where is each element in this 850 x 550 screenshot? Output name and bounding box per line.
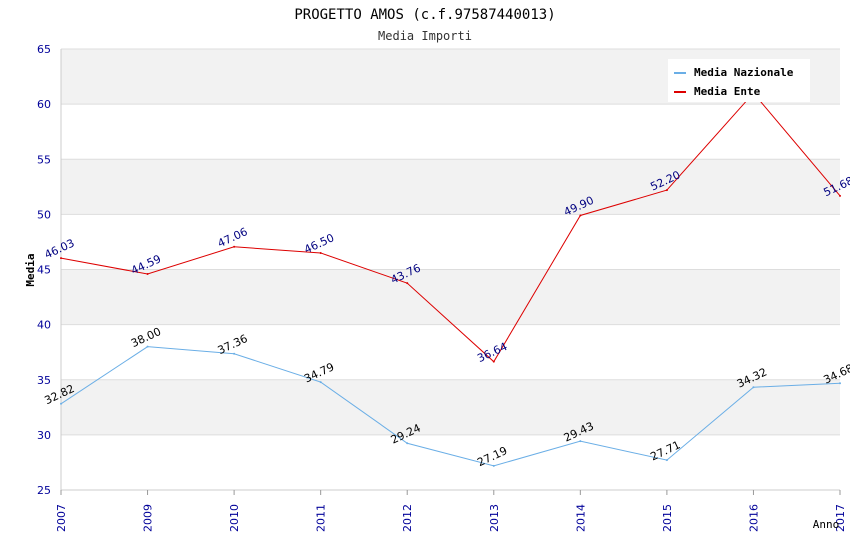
y-tick-label: 25	[37, 484, 51, 497]
x-tick-label: 2011	[315, 504, 328, 532]
data-point	[60, 402, 62, 405]
y-tick-label: 60	[37, 98, 51, 111]
data-point	[60, 257, 62, 260]
y-tick-label: 40	[37, 319, 51, 332]
x-tick-label: 2009	[142, 504, 155, 532]
data-point	[233, 245, 236, 248]
x-tick-label: 2014	[574, 504, 587, 532]
data-point	[492, 360, 495, 363]
series-line-2	[60, 92, 841, 363]
y-tick-label: 65	[37, 43, 51, 56]
data-point	[146, 273, 149, 276]
data-point	[579, 214, 582, 217]
data-point	[406, 442, 409, 445]
data-point	[579, 440, 582, 443]
legend-entry-1: Media Nazionale	[694, 66, 794, 79]
grid-band	[61, 214, 840, 270]
legend-entry-2: Media Ente	[694, 85, 761, 98]
y-tick-label: 35	[37, 374, 51, 387]
x-tick-label: 2012	[401, 504, 414, 532]
data-point	[319, 381, 322, 384]
data-point	[665, 459, 668, 462]
data-point	[752, 386, 755, 389]
x-tick-label: 2007	[55, 504, 68, 532]
legend: Media Nazionale Media Ente	[668, 59, 810, 102]
grid-band	[61, 269, 840, 325]
data-point	[839, 194, 841, 197]
chart-subtitle: Media Importi	[378, 29, 472, 43]
grid-band	[61, 324, 840, 380]
data-point	[665, 189, 668, 192]
x-tick-label: 2010	[228, 504, 241, 532]
x-axis-label: Anno	[813, 518, 840, 531]
y-tick-label: 45	[37, 264, 51, 277]
y-tick-label: 55	[37, 153, 51, 166]
y-tick-label: 50	[37, 208, 51, 221]
data-point	[406, 282, 409, 285]
data-point	[233, 352, 236, 355]
series-lines	[60, 92, 841, 467]
chart-title: PROGETTO AMOS (c.f.97587440013)	[294, 7, 555, 23]
x-tick-label: 2013	[488, 504, 501, 532]
grid-band	[61, 379, 840, 435]
grid-band	[61, 104, 840, 160]
y-tick-label: 30	[37, 429, 51, 442]
data-point	[839, 382, 841, 385]
grid-band	[61, 159, 840, 215]
x-tick-label: 2017	[834, 504, 847, 532]
y-axis-label: Media	[24, 253, 37, 286]
series-line-1	[60, 346, 841, 467]
grid-band	[61, 434, 840, 490]
data-point	[146, 345, 149, 348]
x-tick-label: 2015	[661, 504, 674, 532]
grid-bands	[61, 48, 840, 491]
legend-box	[668, 59, 810, 102]
data-point	[319, 251, 322, 254]
axes: 25 30 35 40 45 50 55 60 65 2007 2009 2010 2011 2012 20…	[37, 43, 847, 532]
data-point	[492, 464, 495, 467]
x-tick-label: 2016	[747, 504, 760, 532]
